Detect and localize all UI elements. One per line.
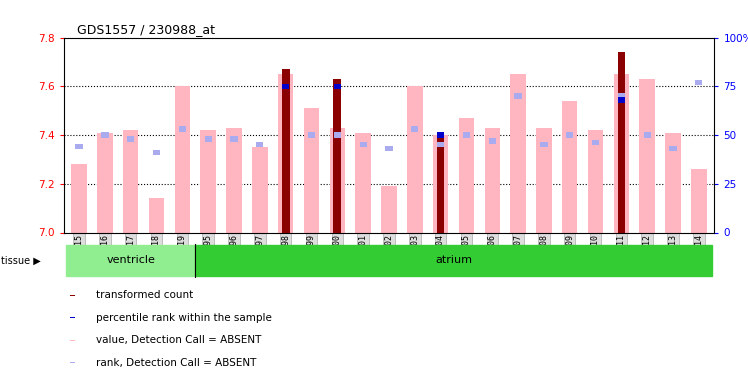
Bar xyxy=(149,198,165,232)
Bar xyxy=(123,130,138,232)
Bar xyxy=(200,130,216,232)
Bar xyxy=(308,132,315,138)
Bar xyxy=(665,132,681,232)
Bar xyxy=(695,80,702,85)
Bar xyxy=(407,86,423,232)
Bar xyxy=(437,135,444,232)
Bar xyxy=(488,138,496,144)
Bar xyxy=(588,130,604,232)
Bar xyxy=(71,164,87,232)
Bar xyxy=(70,362,75,363)
Bar xyxy=(643,132,651,138)
Text: rank, Detection Call = ABSENT: rank, Detection Call = ABSENT xyxy=(96,358,257,368)
Bar xyxy=(360,142,367,147)
Bar xyxy=(97,132,113,232)
Bar xyxy=(515,93,521,99)
Bar xyxy=(459,118,474,232)
Bar xyxy=(334,84,341,89)
Bar xyxy=(282,84,289,89)
Bar xyxy=(385,146,393,152)
Bar xyxy=(618,52,625,232)
Bar xyxy=(566,132,573,138)
Bar xyxy=(355,132,371,232)
Bar xyxy=(230,136,238,142)
Bar xyxy=(70,295,75,296)
Bar xyxy=(70,317,75,318)
Text: percentile rank within the sample: percentile rank within the sample xyxy=(96,313,272,323)
Bar xyxy=(334,79,341,232)
Bar xyxy=(485,128,500,232)
Bar xyxy=(540,142,548,147)
Bar xyxy=(330,128,345,232)
Bar xyxy=(278,74,293,232)
Bar xyxy=(536,128,551,232)
Bar xyxy=(70,340,75,341)
Bar xyxy=(640,79,655,232)
Bar xyxy=(282,84,289,89)
Bar xyxy=(618,93,625,99)
Bar xyxy=(592,140,599,146)
Bar xyxy=(226,128,242,232)
Bar xyxy=(127,136,135,142)
Bar xyxy=(411,126,418,132)
Bar xyxy=(437,142,444,147)
Bar xyxy=(669,146,677,152)
Text: value, Detection Call = ABSENT: value, Detection Call = ABSENT xyxy=(96,335,262,345)
Bar xyxy=(101,132,108,138)
Bar xyxy=(433,135,448,232)
Text: atrium: atrium xyxy=(435,255,472,265)
Text: transformed count: transformed count xyxy=(96,290,194,300)
Bar xyxy=(334,132,341,138)
Bar xyxy=(437,132,444,138)
Bar xyxy=(174,86,190,232)
Bar xyxy=(204,136,212,142)
Bar xyxy=(195,246,712,276)
Bar xyxy=(252,147,268,232)
Text: GDS1557 / 230988_at: GDS1557 / 230988_at xyxy=(76,23,215,36)
Bar xyxy=(691,169,707,232)
Text: ventricle: ventricle xyxy=(106,255,155,265)
Bar xyxy=(282,69,289,232)
Bar xyxy=(381,186,396,232)
Bar xyxy=(618,97,625,103)
Bar xyxy=(66,246,195,276)
Bar xyxy=(562,101,577,232)
Bar xyxy=(510,74,526,232)
Bar xyxy=(463,132,470,138)
Bar xyxy=(257,142,263,147)
Bar xyxy=(153,150,160,155)
Bar xyxy=(304,108,319,232)
Bar xyxy=(76,144,83,149)
Text: tissue ▶: tissue ▶ xyxy=(1,256,41,266)
Bar xyxy=(613,74,629,232)
Bar xyxy=(179,126,186,132)
